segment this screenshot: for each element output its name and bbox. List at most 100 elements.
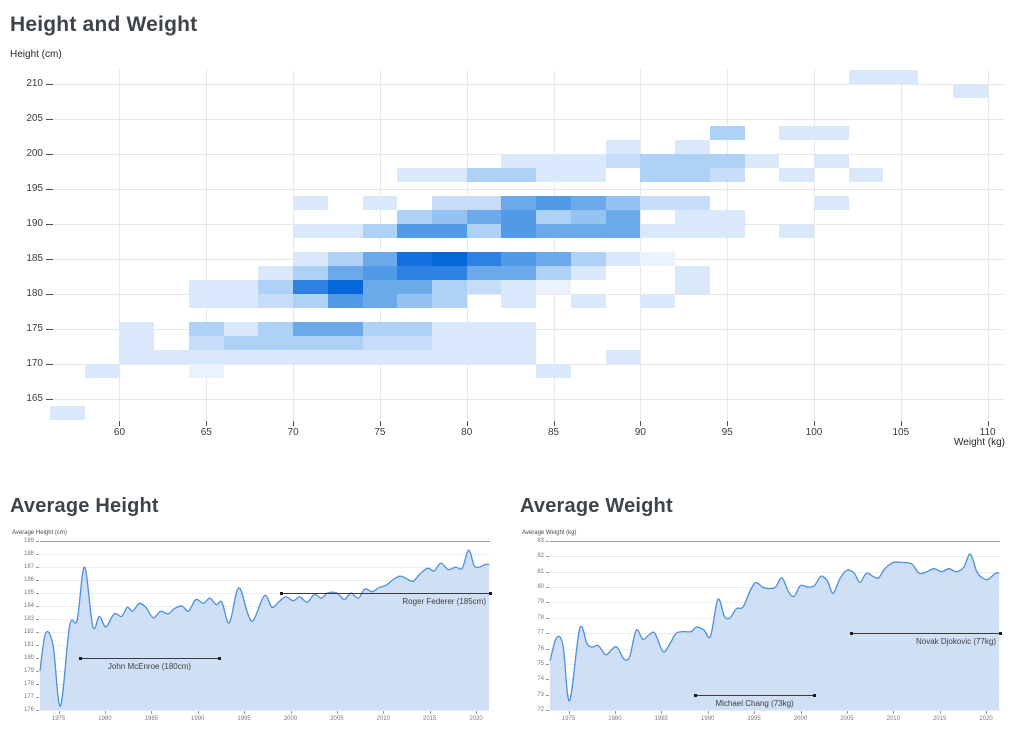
heatmap-cell: [675, 140, 710, 154]
heatmap-cell: [605, 140, 641, 154]
heatmap-v-gridline: [553, 70, 555, 420]
heatmap-cell: [432, 196, 467, 210]
mini-x-tick-label: 2020: [979, 716, 993, 722]
heatmap-cell: [397, 322, 432, 336]
heatmap-cell: [397, 252, 432, 266]
mini-y-tick-label: 189: [23, 538, 34, 544]
heatmap-v-gridline: [987, 70, 989, 420]
heatmap-x-tick-mark: [466, 421, 468, 426]
heatmap-h-gridline: [50, 399, 1005, 400]
mini-y-tick-mark: [546, 663, 549, 665]
heatmap-cell: [779, 168, 814, 182]
heatmap-h-gridline: [50, 364, 1005, 365]
mini-y-tick-mark: [36, 632, 39, 633]
heatmap-y-tick-label: 170: [26, 358, 43, 369]
heatmap-cell: [432, 168, 467, 182]
mini-y-tick-mark: [546, 633, 549, 635]
heatmap-cell: [466, 266, 502, 280]
heatmap-cell: [258, 336, 294, 350]
mini-y-tick-label: 176: [23, 707, 34, 713]
heatmap-y-tick-mark: [46, 364, 53, 365]
heatmap-v-gridline: [379, 70, 381, 420]
heatmap-cell: [536, 280, 571, 294]
heatmap-y-tick-label: 165: [26, 393, 43, 404]
mini-x-tick-label: 1975: [561, 716, 576, 722]
mini-x-tick-label: 2000: [793, 716, 808, 722]
mini-y-tick-mark: [546, 571, 549, 573]
heatmap-cell: [709, 168, 745, 182]
heatmap-x-tick-label: 100: [805, 427, 823, 438]
heatmap-cell: [605, 224, 641, 238]
heatmap-cell: [432, 322, 467, 336]
heatmap-cell: [501, 294, 537, 308]
heatmap-cell: [119, 322, 155, 336]
heatmap-y-tick-mark: [46, 154, 53, 155]
heatmap-cell: [814, 126, 849, 140]
heatmap-cell: [293, 252, 328, 266]
mini-x-tick-mark: [754, 711, 756, 714]
mini-h-gridline: [40, 710, 490, 711]
mini-x-tick-mark: [893, 711, 895, 714]
heatmap-cell: [188, 350, 224, 364]
heatmap-cell: [466, 210, 502, 224]
heatmap-cell: [432, 280, 467, 294]
heatmap-cell: [258, 350, 294, 364]
mini-y-tick-label: 188: [23, 551, 34, 557]
mini-y-tick-mark: [546, 541, 549, 542]
heatmap-cell: [397, 168, 432, 182]
heatmap-v-gridline: [206, 70, 208, 420]
heatmap-cell: [605, 154, 641, 168]
heatmap-y-tick-label: 180: [26, 288, 43, 299]
mini-y-tick-mark: [36, 697, 39, 698]
mini-y-tick-mark: [546, 602, 549, 604]
heatmap-h-gridline: [50, 189, 1005, 190]
mini-y-tick-mark: [546, 710, 549, 711]
heatmap-x-tick-mark: [553, 421, 555, 426]
heatmap-cell: [432, 224, 467, 238]
mini-y-tick-label: 177: [23, 694, 34, 700]
heatmap-x-tick-label: 110: [979, 427, 996, 438]
mini-y-tick-label: 75: [537, 660, 544, 667]
heatmap-v-gridline: [814, 70, 815, 420]
mini-x-tick-mark: [197, 711, 199, 714]
heatmap-cell: [570, 252, 606, 266]
heatmap-cell: [570, 210, 606, 224]
heatmap-cell: [397, 266, 432, 280]
mini-y-tick-mark: [36, 606, 39, 607]
heatmap-cell: [432, 210, 467, 224]
mini-x-tick-mark: [800, 711, 802, 714]
mini-x-tick-label: 1990: [701, 716, 715, 722]
heatmap-cell: [223, 350, 259, 364]
heatmap-cell: [188, 364, 224, 378]
heatmap-cell: [536, 210, 571, 224]
average-weight-axis-title: Average Weight (kg): [522, 530, 577, 536]
heatmap-x-tick-mark: [206, 421, 208, 426]
heatmap-cell: [432, 252, 467, 266]
heatmap-cell: [466, 224, 502, 238]
heatmap-cell: [466, 350, 502, 364]
mini-x-tick-label: 2015: [423, 716, 437, 722]
mini-y-tick-mark: [36, 684, 39, 685]
mini-y-tick-mark: [546, 556, 549, 558]
heatmap-cell: [397, 224, 432, 238]
heatmap-cell: [466, 336, 502, 350]
heatmap-y-tick-label: 200: [26, 148, 43, 159]
heatmap-v-gridline: [466, 70, 468, 420]
heatmap-cell: [223, 322, 259, 336]
mini-h-gridline: [550, 710, 1000, 711]
heatmap-cell: [570, 224, 606, 238]
heatmap-x-tick-label: 75: [374, 427, 386, 438]
heatmap-cell: [327, 350, 363, 364]
annotation-label: Michael Chang (73kg): [715, 698, 794, 708]
heatmap-cell: [397, 280, 432, 294]
area-line: [39, 549, 490, 707]
annotation-label: Novak Djokovic (77kg): [915, 637, 996, 647]
annotation-line: [281, 593, 490, 594]
mini-y-tick-mark: [36, 658, 39, 659]
heatmap-y-tick-mark: [46, 84, 53, 85]
mini-y-tick-label: 181: [23, 642, 34, 648]
heatmap-cell: [188, 294, 224, 308]
